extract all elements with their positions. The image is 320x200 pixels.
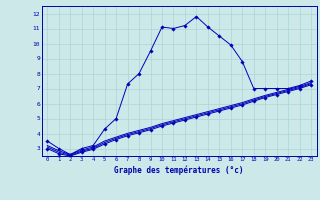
X-axis label: Graphe des températures (°c): Graphe des températures (°c) <box>115 165 244 175</box>
